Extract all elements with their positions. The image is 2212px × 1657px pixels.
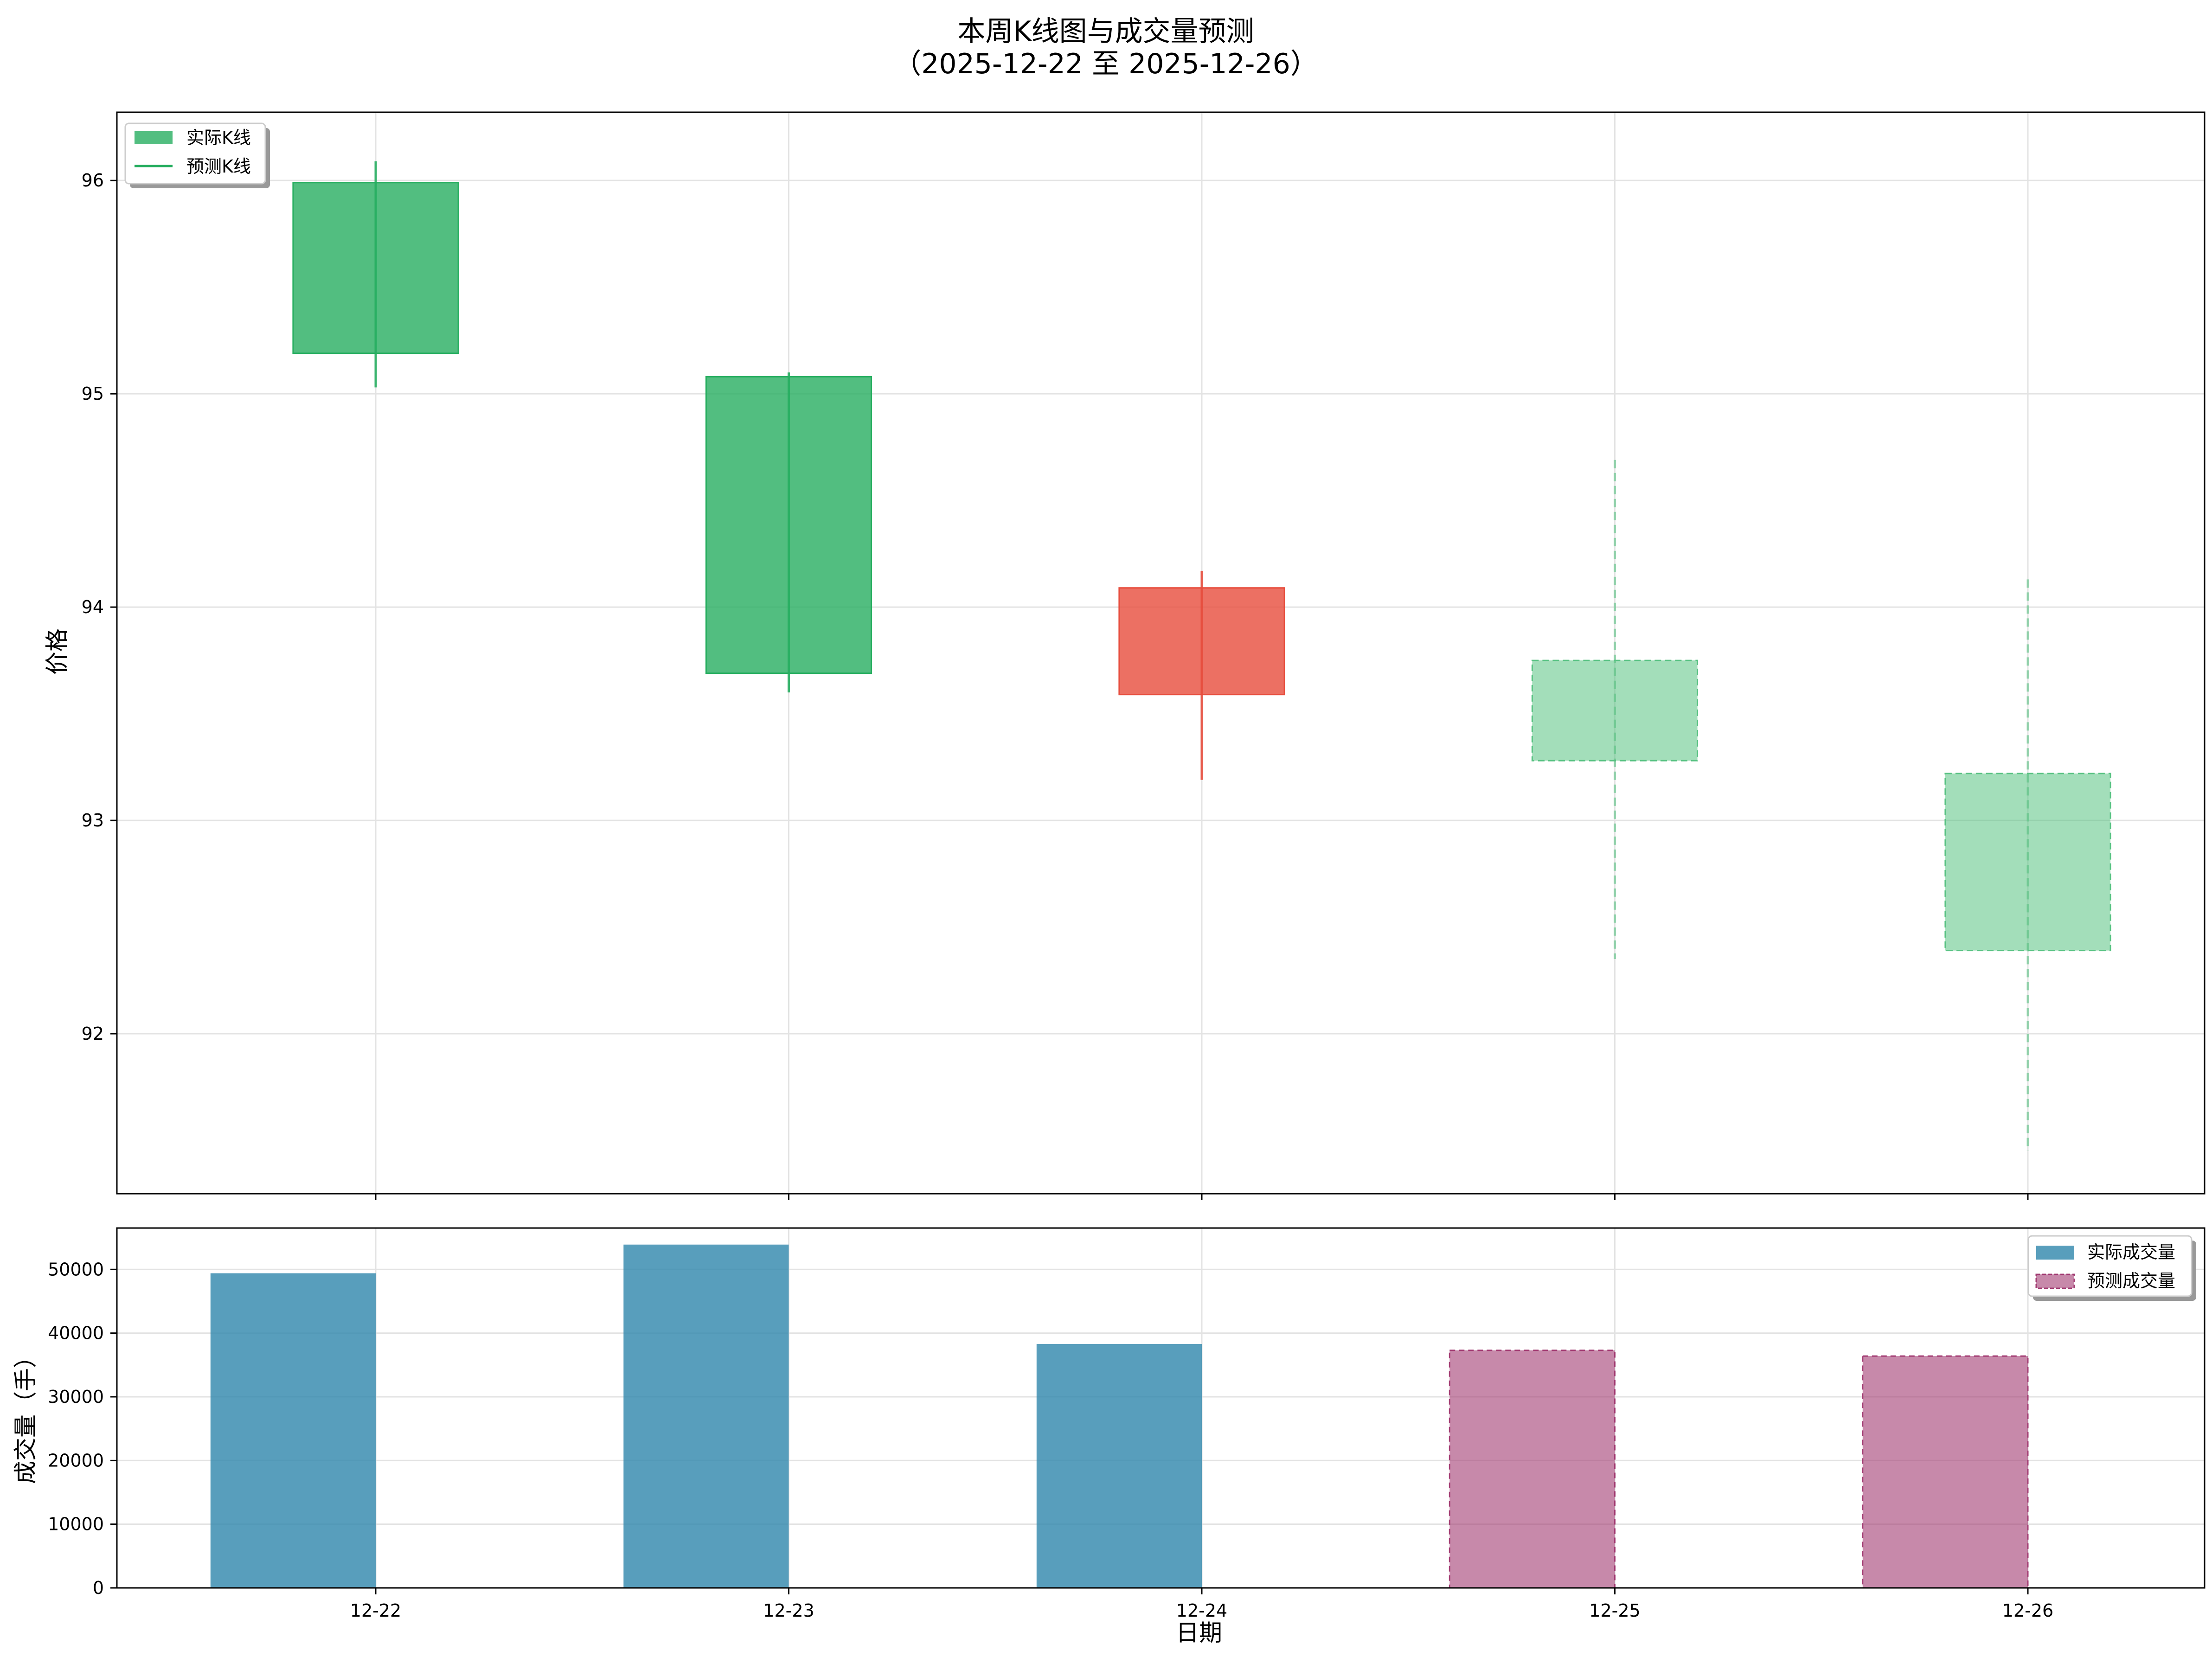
volume-bar-12-24 <box>1036 1344 1202 1588</box>
legend-actual-kline-label: 实际K线 <box>186 128 251 148</box>
x-tick-label-12-25: 12-25 <box>1589 1600 1640 1621</box>
volume-tick-label: 30000 <box>48 1387 104 1407</box>
legend-predicted-kline-label: 预测K线 <box>186 156 251 177</box>
volume-tick-label: 50000 <box>48 1259 104 1280</box>
legend-actual-volume-swatch <box>2036 1246 2074 1260</box>
legend-predicted-volume-swatch <box>2035 1273 2075 1289</box>
volume-tick-label: 0 <box>93 1578 104 1598</box>
x-tick-label-12-24: 12-24 <box>1176 1600 1227 1621</box>
volume-bar-12-23 <box>623 1244 789 1588</box>
chart-title-line2: （2025-12-22 至 2025-12-26） <box>893 48 1318 80</box>
legend-actual-kline-swatch <box>135 131 173 144</box>
price-frame <box>116 111 2206 1195</box>
volume-axis-label: 成交量（手） <box>12 1345 39 1484</box>
price-tick-label: 93 <box>82 810 104 831</box>
volume-tick-label: 10000 <box>48 1514 104 1535</box>
volume-tick-label: 20000 <box>48 1450 104 1471</box>
volume-panel: 0 10000 20000 30000 40000 50000 12-22 12-23 12-2… <box>48 1227 2206 1621</box>
x-tick-label-12-22: 12-22 <box>350 1600 401 1621</box>
price-tick-label: 96 <box>82 170 104 191</box>
price-tick-label: 95 <box>82 384 104 404</box>
price-axis-label: 价格 <box>44 628 71 675</box>
volume-bar-12-22 <box>210 1273 376 1588</box>
x-tick-label-12-23: 12-23 <box>763 1600 814 1621</box>
volume-frame <box>116 1227 2206 1589</box>
volume-bar-12-26 <box>1862 1355 2029 1589</box>
volume-tick-label: 40000 <box>48 1323 104 1344</box>
legend-actual-volume-label: 实际成交量 <box>2087 1242 2175 1262</box>
legend-predicted-volume-label: 预测成交量 <box>2087 1271 2175 1291</box>
price-tick-label: 94 <box>82 597 104 617</box>
price-tick-label: 92 <box>82 1024 104 1044</box>
x-axis-label: 日期 <box>1176 1619 1222 1646</box>
chart-title-line1: 本周K线图与成交量预测 <box>957 15 1254 48</box>
x-tick-label-12-26: 12-26 <box>2002 1600 2053 1621</box>
volume-bar-12-25 <box>1449 1350 1616 1589</box>
